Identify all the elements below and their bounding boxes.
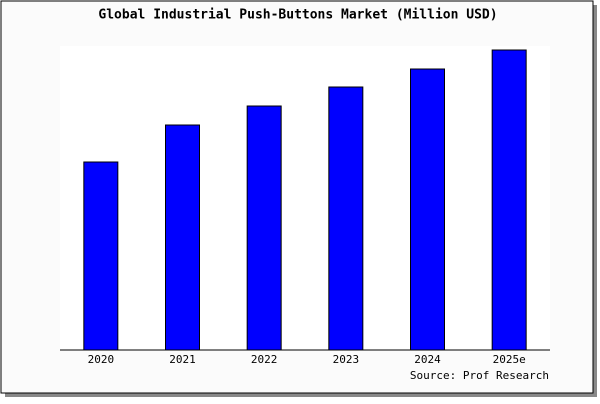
x-tick-label: 2021	[169, 353, 196, 366]
chart-title: Global Industrial Push-Buttons Market (M…	[98, 8, 497, 23]
bar	[246, 105, 282, 351]
source: Source: Prof Research	[410, 369, 549, 382]
bar	[328, 86, 364, 351]
x-tick-label: 2025e	[493, 353, 526, 366]
bar	[410, 68, 445, 351]
x-tick-label: 2020	[88, 353, 115, 366]
x-tick-label: 2024	[414, 353, 441, 366]
bar	[83, 161, 119, 351]
x-tick-label: 2022	[251, 353, 278, 366]
bar	[491, 49, 527, 351]
bar	[165, 124, 200, 351]
plot-area	[60, 46, 550, 350]
x-tick-label: 2023	[333, 353, 360, 366]
